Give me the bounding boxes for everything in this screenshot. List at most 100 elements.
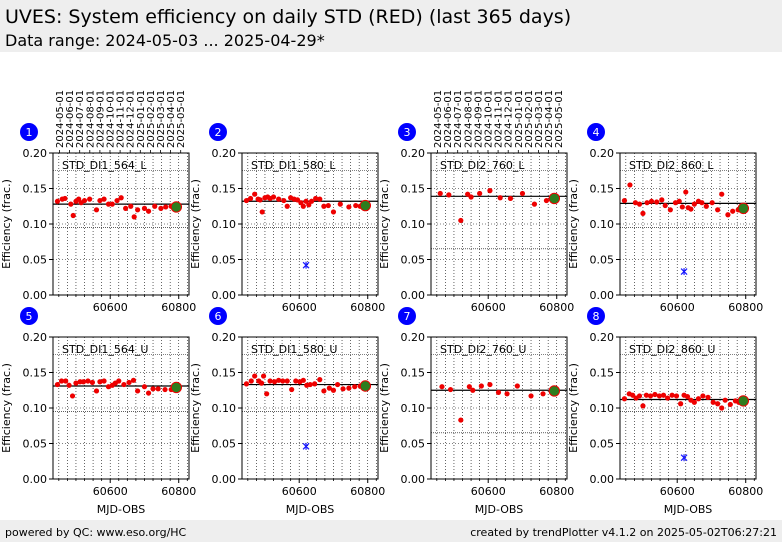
data-point <box>660 392 667 398</box>
y-tick-label: 0.20 <box>590 331 615 344</box>
date-tick-label: 2025-02-01 <box>524 90 535 148</box>
y-tick-label: 0.05 <box>401 438 426 451</box>
data-point <box>691 399 697 405</box>
x-tick-label: 60600 <box>93 485 128 498</box>
panel-5: 0.00 0.05 0.10 0.15 0.20 60600 60800 Efficiency… <box>0 307 196 516</box>
y-tick-label: 0.10 <box>23 402 48 415</box>
data-point <box>705 394 711 400</box>
data-point <box>627 182 633 188</box>
y-tick-label: 0.00 <box>23 473 48 486</box>
data-point <box>710 399 716 405</box>
date-tick-label: 2024-05-01 <box>433 90 444 148</box>
data-point <box>630 392 636 398</box>
data-point <box>446 192 452 198</box>
data-point <box>321 388 327 394</box>
y-tick-label: 0.10 <box>590 402 615 415</box>
date-tick-label: 2024-05-01 <box>55 90 66 148</box>
data-point <box>640 210 646 216</box>
date-tick-label: 2024-09-01 <box>95 90 106 148</box>
data-point <box>487 188 493 194</box>
data-point <box>284 203 290 209</box>
data-point <box>271 379 278 385</box>
latest-point <box>359 199 372 212</box>
data-point <box>54 198 61 204</box>
x-tick-label: 60600 <box>282 301 317 314</box>
y-tick-label: 0.20 <box>590 147 615 160</box>
date-tick-label: 2025-05-01 <box>554 90 565 148</box>
data-point <box>73 380 79 386</box>
x-axis-label: MJD-OBS <box>475 503 523 516</box>
panel-badge-circle <box>587 307 605 325</box>
y-axis-label: Efficiency (frac.) <box>378 363 391 453</box>
data-point <box>652 391 658 398</box>
panel-badge-circle <box>20 123 38 141</box>
data-point <box>531 201 538 207</box>
panel-badge-circle <box>209 123 227 141</box>
data-point <box>466 384 472 390</box>
data-point <box>730 208 736 214</box>
y-axis-label: Efficiency (frac.) <box>189 363 202 453</box>
data-point <box>691 201 697 207</box>
data-point <box>80 379 87 385</box>
plot-frame <box>52 336 190 480</box>
y-tick-label: 0.10 <box>212 402 237 415</box>
plot-frame <box>619 336 757 480</box>
data-point <box>97 379 103 385</box>
latest-point <box>737 202 750 215</box>
data-point <box>145 208 152 214</box>
data-point <box>703 203 709 209</box>
data-point <box>81 197 88 204</box>
date-tick-label: 2024-08-01 <box>85 90 96 148</box>
data-point <box>709 200 715 206</box>
data-point <box>654 199 660 205</box>
data-point <box>447 386 454 393</box>
data-point <box>93 388 100 394</box>
data-point <box>678 401 684 407</box>
data-point <box>317 377 323 383</box>
y-tick-label: 0.00 <box>590 289 615 302</box>
data-point <box>543 197 550 204</box>
x-tick-label: 60600 <box>471 485 506 498</box>
date-tick-label: 2024-06-01 <box>65 90 76 148</box>
data-point <box>247 195 254 202</box>
data-point <box>353 202 359 209</box>
data-point <box>294 197 301 203</box>
date-tick-label: 2025-05-01 <box>176 90 187 148</box>
plot-frame <box>430 152 568 296</box>
data-point <box>58 378 65 384</box>
panel-badge-number: 1 <box>26 126 33 139</box>
data-point <box>68 201 74 207</box>
data-point <box>636 201 643 207</box>
data-point <box>497 195 503 201</box>
x-axis-label: MJD-OBS <box>286 503 334 516</box>
date-tick-label: 2025-01-01 <box>136 90 147 148</box>
x-tick-label: 60600 <box>660 301 695 314</box>
data-point <box>321 203 327 209</box>
data-point <box>669 392 675 398</box>
panel-badge-number: 4 <box>593 126 600 139</box>
data-point <box>101 196 107 202</box>
data-point <box>101 378 107 384</box>
data-point <box>145 390 152 396</box>
data-point <box>281 197 287 204</box>
x-tick-label: 60800 <box>161 301 196 314</box>
data-point <box>514 383 520 389</box>
data-point <box>647 393 654 399</box>
data-point <box>458 217 464 224</box>
footer-powered-by: powered by QC: www.eso.org/HC <box>5 526 187 539</box>
data-point <box>621 197 628 204</box>
y-axis-label: Efficiency (frac.) <box>567 179 580 269</box>
date-tick-label: 2024-11-01 <box>116 90 127 148</box>
data-point <box>519 190 526 197</box>
data-point <box>636 393 643 399</box>
panel-badge-number: 3 <box>404 126 411 139</box>
x-axis-label: MJD-OBS <box>664 503 712 516</box>
panel-label: STD_DI1_564_U <box>62 343 148 356</box>
data-point <box>267 378 273 384</box>
data-point <box>135 388 141 394</box>
data-point <box>699 200 705 206</box>
data-point <box>252 191 258 197</box>
data-point <box>727 401 733 408</box>
data-point <box>644 200 650 206</box>
y-tick-label: 0.10 <box>401 218 426 231</box>
